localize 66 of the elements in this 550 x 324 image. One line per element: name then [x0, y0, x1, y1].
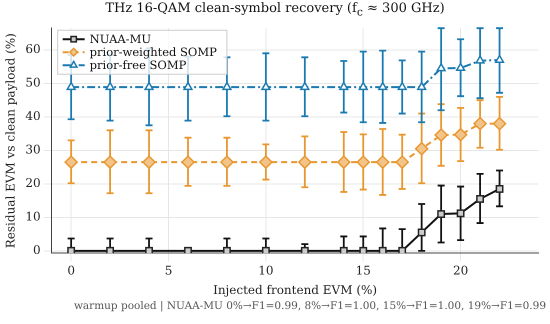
chart-title: THz 16-QAM clean-symbol recovery (f$_{c}$ ≈ 300 GHz) — [104, 0, 446, 19]
legend-label: NUAA-MU — [90, 32, 152, 46]
point — [437, 210, 446, 218]
point — [395, 155, 409, 169]
point — [398, 246, 406, 254]
point — [418, 228, 426, 236]
point — [398, 82, 407, 90]
point — [144, 82, 154, 90]
point — [358, 82, 368, 90]
point — [434, 128, 448, 142]
point — [496, 184, 504, 193]
point — [66, 82, 76, 90]
point — [476, 195, 484, 203]
point — [436, 63, 446, 72]
point — [222, 246, 231, 254]
point — [262, 246, 270, 254]
legend-label: prior-weighted SOMP — [90, 45, 218, 60]
point — [259, 155, 273, 169]
y-tick-label: 60 — [25, 42, 41, 56]
point — [300, 246, 309, 254]
point — [494, 54, 504, 64]
y-tick-label: 40 — [25, 109, 41, 124]
y-tick-label: 10 — [25, 210, 41, 224]
point — [261, 82, 271, 90]
x-tick-label: 20 — [452, 264, 468, 278]
point — [103, 155, 117, 169]
x-tick-label: 5 — [164, 264, 172, 278]
point — [473, 116, 487, 130]
point — [492, 116, 506, 130]
point — [337, 155, 351, 169]
y-tick-label: 50 — [25, 76, 41, 90]
point — [181, 155, 195, 169]
point — [67, 246, 76, 254]
point — [64, 155, 78, 169]
point — [220, 155, 234, 169]
text: warmup pooled | NUAA-MU 0%→F1=0.99, 8%→F1=1.00, 15%→F1=1.00, 19%→F1=0.99 — [72, 300, 547, 312]
point — [298, 155, 312, 169]
point — [417, 82, 426, 90]
point — [222, 82, 232, 90]
y-tick-label: 20 — [25, 176, 41, 190]
y-tick-label: 0 — [33, 242, 41, 257]
point — [378, 82, 388, 90]
point — [414, 142, 428, 156]
legend-label: prior-free SOMP — [90, 58, 187, 72]
point — [454, 128, 468, 142]
x-tick-label: 10 — [258, 264, 274, 278]
point — [106, 246, 114, 254]
point — [339, 82, 348, 90]
x-tick-label: 0 — [67, 264, 75, 278]
y-tick-label: 30 — [25, 142, 41, 157]
point — [356, 155, 370, 169]
point — [359, 246, 368, 254]
y-axis-title: Residual EVM vs clean payload (%) — [3, 33, 18, 248]
point — [376, 155, 390, 169]
point — [456, 62, 466, 72]
point — [142, 155, 156, 169]
point — [475, 55, 485, 64]
point — [300, 82, 310, 90]
x-tick-label: 15 — [356, 264, 371, 278]
point — [145, 246, 153, 254]
point — [183, 82, 193, 90]
x-axis-title: Injected frontend EVM (%) — [213, 282, 378, 297]
point — [456, 209, 465, 218]
point — [340, 246, 348, 254]
point — [105, 82, 115, 90]
point — [378, 246, 387, 254]
